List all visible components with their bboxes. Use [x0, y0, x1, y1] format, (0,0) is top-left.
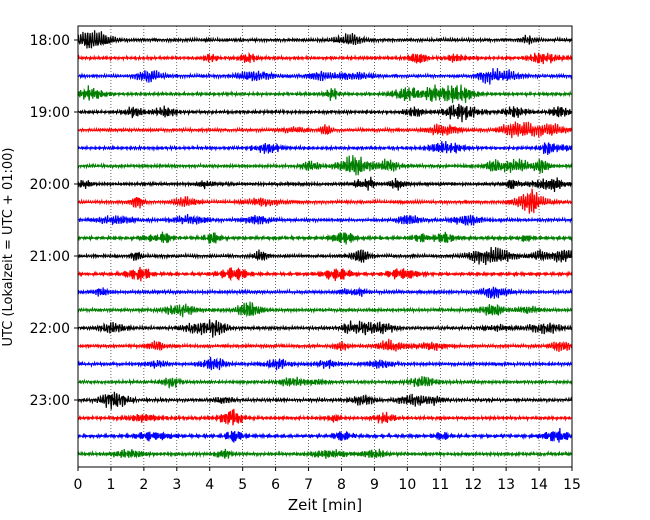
- trace-line: [77, 376, 573, 389]
- x-tick-label: 11: [431, 477, 449, 493]
- trace-line: [77, 266, 573, 282]
- trace-line: [77, 188, 573, 214]
- x-tick-label: 10: [398, 477, 416, 493]
- x-tick-label: 3: [172, 477, 181, 493]
- x-tick-label: 9: [370, 477, 379, 493]
- x-tick-label: 14: [530, 477, 548, 493]
- y-tick-label: 22:00: [30, 321, 70, 337]
- y-tick-label: 21:00: [30, 249, 70, 265]
- trace-line: [77, 319, 573, 338]
- trace-line: [77, 391, 573, 410]
- trace-line: [77, 84, 573, 104]
- x-tick-label: 7: [304, 477, 313, 493]
- x-tick-label: 5: [238, 477, 247, 493]
- x-tick-label: 1: [106, 477, 115, 493]
- x-tick-label: 8: [337, 477, 346, 493]
- seismic-traces: [77, 30, 573, 460]
- x-tick-label: 2: [139, 477, 148, 493]
- trace-line: [77, 246, 573, 266]
- trace-line: [77, 286, 573, 299]
- trace-line: [77, 231, 573, 245]
- trace-line: [77, 214, 573, 227]
- trace-line: [77, 103, 573, 123]
- x-tick-label: 12: [464, 477, 482, 493]
- trace-line: [77, 408, 573, 426]
- y-tick-label: 23:00: [30, 393, 70, 409]
- y-axis-label: UTC (Lokalzeit = UTC + 01:00): [1, 148, 16, 347]
- trace-line: [77, 176, 573, 193]
- x-tick-label: 0: [74, 477, 83, 493]
- x-axis-ticks: 0 1 2 3 4 5 6 7 8 9 10 11 12 13 14 15: [74, 467, 581, 493]
- x-tick-label: 6: [271, 477, 280, 493]
- y-tick-label: 20:00: [30, 177, 70, 193]
- y-tick-label: 18:00: [30, 33, 70, 49]
- trace-line: [77, 51, 573, 65]
- x-tick-label: 15: [563, 477, 581, 493]
- y-axis-ticks: 18:00 19:00 20:00 21:00 22:00 23:00: [30, 33, 78, 409]
- trace-line: [77, 338, 573, 352]
- trace-line: [77, 30, 573, 49]
- y-tick-label: 19:00: [30, 105, 70, 121]
- trace-line: [77, 448, 573, 460]
- trace-line: [77, 356, 573, 371]
- x-tick-label: 4: [205, 477, 214, 493]
- trace-line: [77, 428, 573, 443]
- trace-line: [77, 68, 573, 85]
- trace-line: [77, 141, 573, 155]
- x-tick-label: 13: [497, 477, 515, 493]
- x-axis-label: Zeit [min]: [288, 496, 362, 514]
- plot-frame: [77, 25, 573, 468]
- trace-line: [77, 301, 573, 318]
- trace-line: [77, 121, 573, 139]
- trace-line: [77, 155, 573, 176]
